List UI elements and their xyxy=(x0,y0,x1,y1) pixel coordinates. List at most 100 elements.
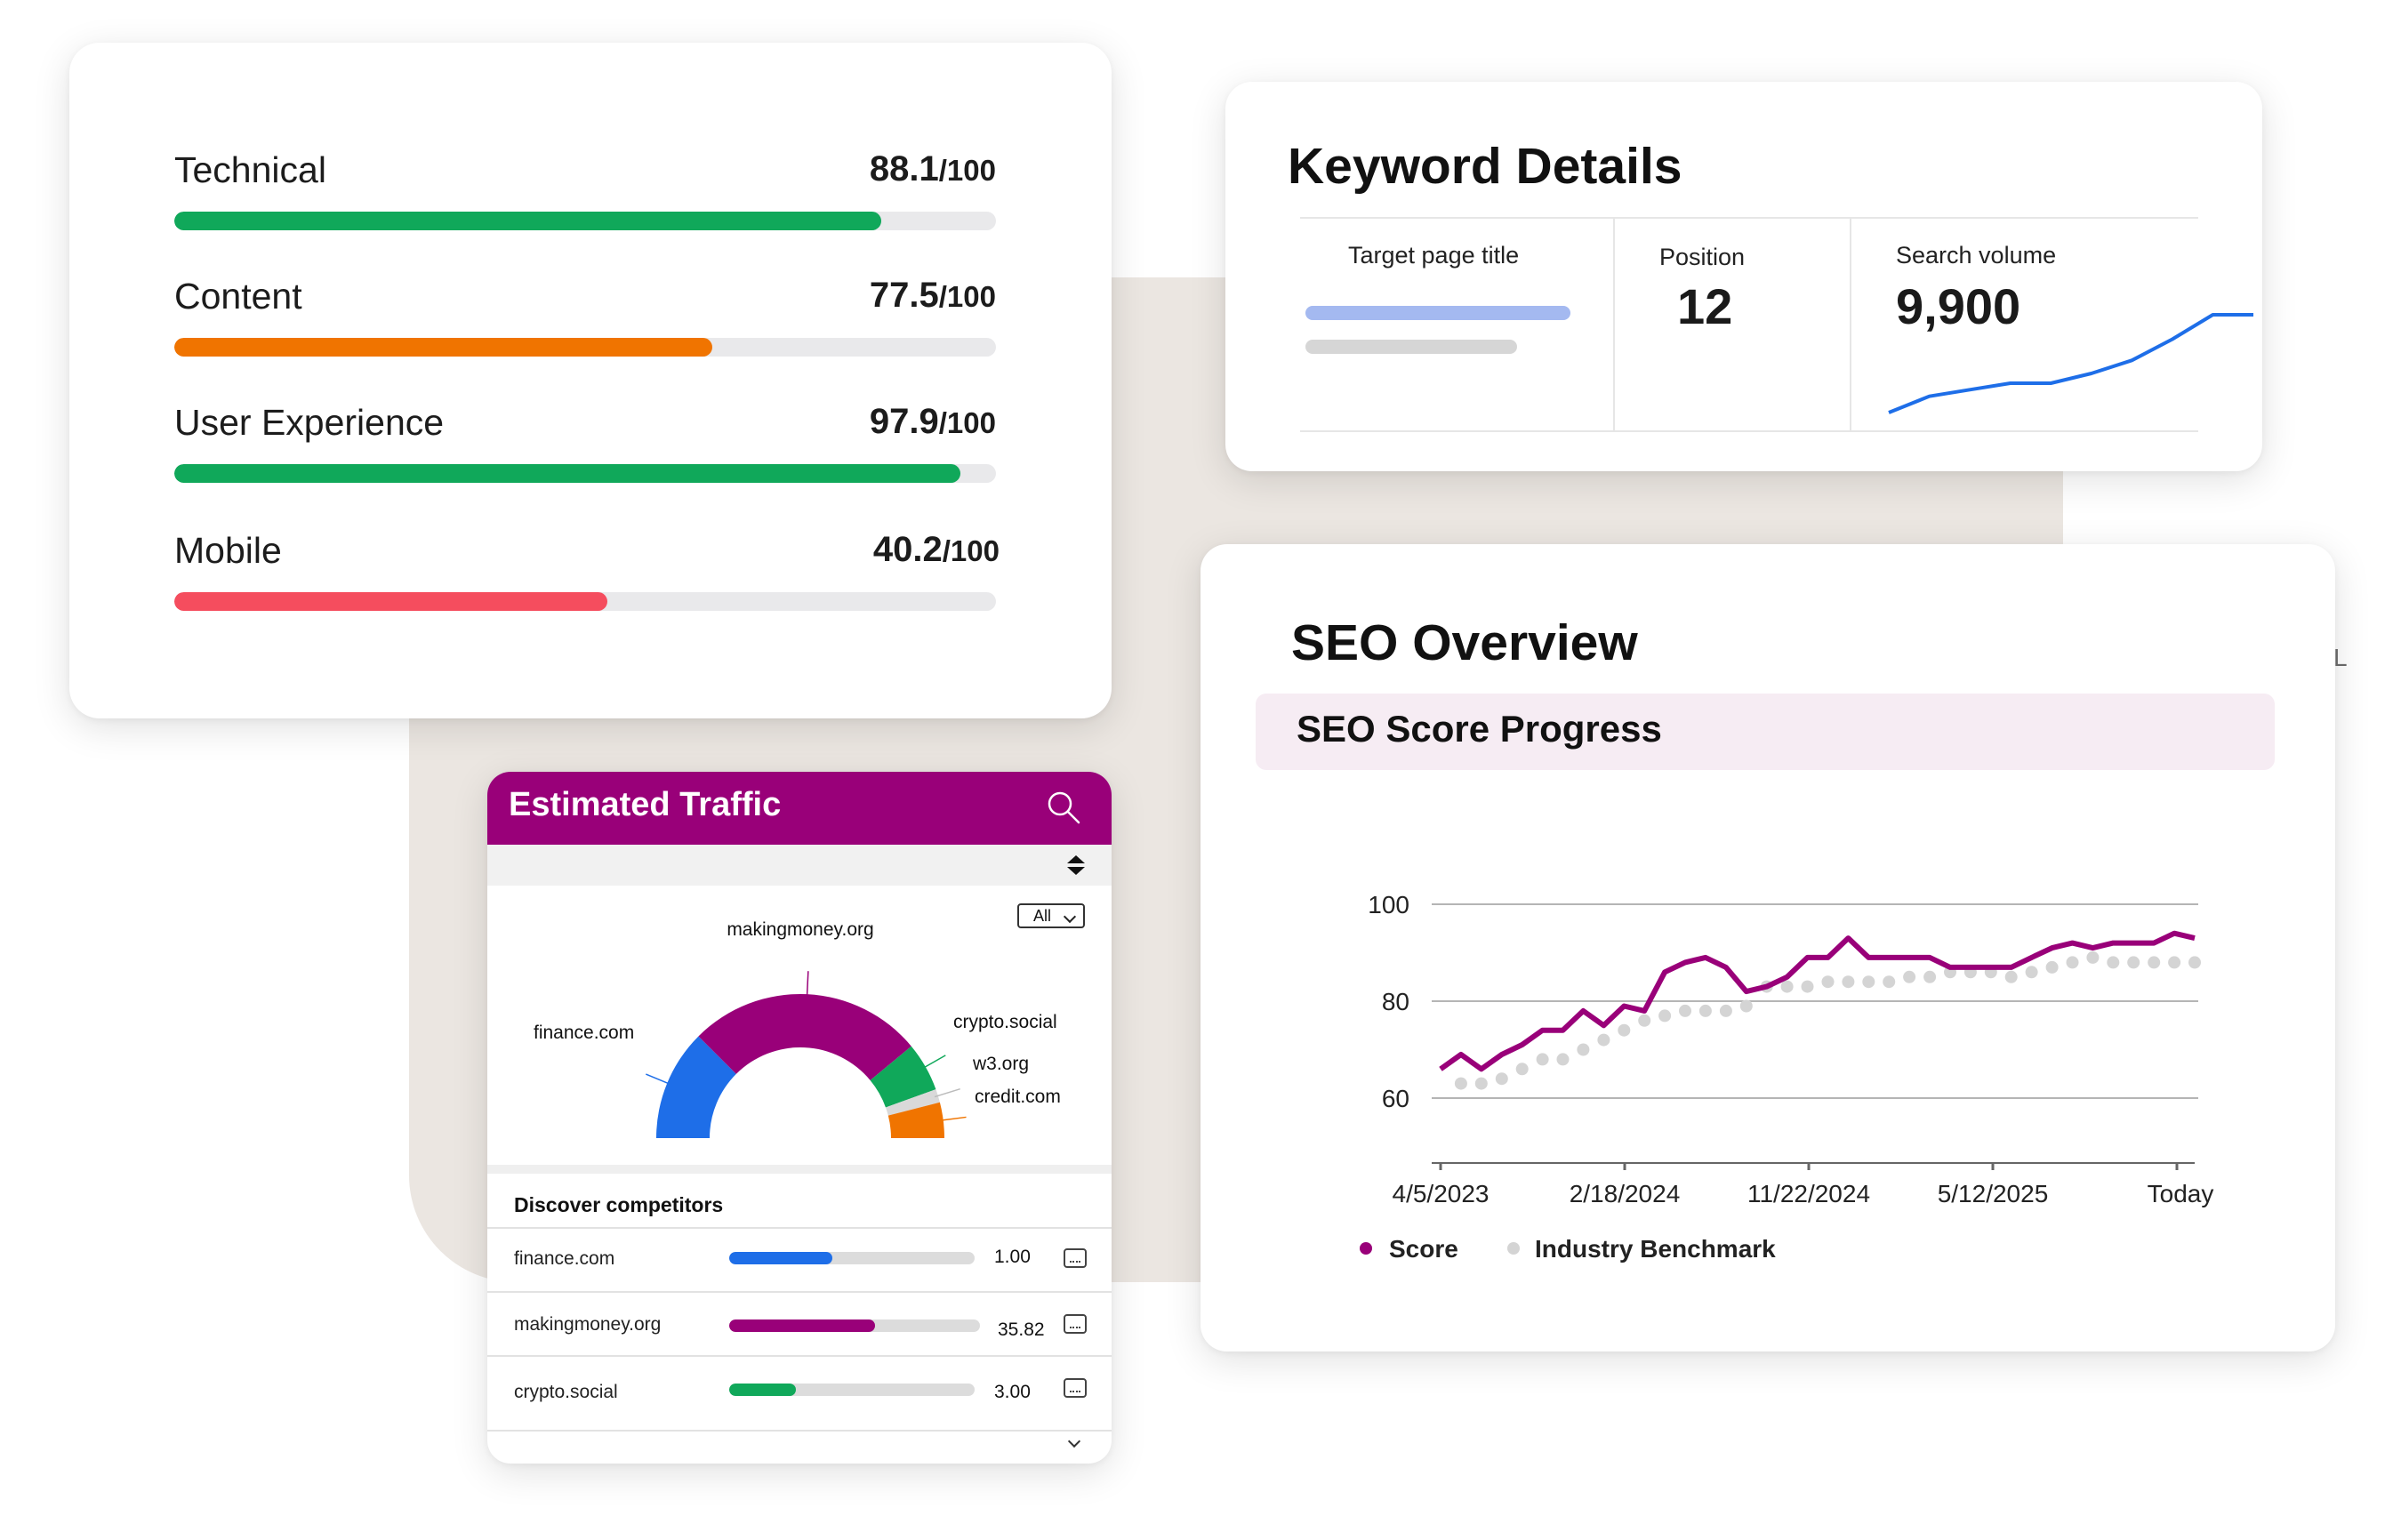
leader-line xyxy=(921,1055,946,1070)
position-label: Position xyxy=(1659,244,1746,270)
section-header: SEO Score Progress xyxy=(1256,694,2275,770)
divider xyxy=(1850,217,1851,430)
benchmark-point xyxy=(2127,956,2140,969)
benchmark-point xyxy=(1801,980,1814,993)
search-volume-label: Search volume xyxy=(1896,242,2057,269)
divider xyxy=(487,1165,1112,1174)
competitors-heading: Discover competitors xyxy=(514,1193,724,1216)
benchmark-point xyxy=(2107,956,2120,969)
y-tick-label: 60 xyxy=(1382,1085,1409,1112)
score-label: Mobile xyxy=(174,530,282,571)
card-title: Estimated Traffic xyxy=(509,786,782,823)
competitor-name: makingmoney.org xyxy=(514,1314,662,1335)
competitor-name: crypto.social xyxy=(514,1382,618,1402)
competitor-bar xyxy=(729,1252,975,1264)
site-health-scores-card: Technical 88.1/100 Content 77.5/100 User… xyxy=(69,43,1112,718)
divider xyxy=(1300,217,2198,219)
benchmark-point xyxy=(1739,999,1753,1013)
title-placeholder-bar xyxy=(1305,340,1517,354)
benchmark-point xyxy=(1719,1004,1732,1017)
card-title: SEO Overview xyxy=(1291,614,1638,671)
competitor-bar xyxy=(729,1384,975,1396)
x-tick-label: 5/12/2025 xyxy=(1938,1180,2049,1207)
benchmark-point xyxy=(2025,966,2038,979)
sort-icon[interactable] xyxy=(1065,854,1087,877)
benchmark-point xyxy=(1474,1077,1488,1090)
filter-dropdown[interactable]: All xyxy=(1017,903,1085,928)
x-tick-label: 4/5/2023 xyxy=(1393,1180,1490,1207)
benchmark-point xyxy=(1842,975,1855,989)
legend-score-label: Score xyxy=(1389,1235,1458,1263)
donut-segment xyxy=(885,1089,940,1116)
divider xyxy=(1300,430,2198,432)
seo-score-chart: 100 80 60 4/5/2023 2/18/2024 11/22/2024 5/12/2… xyxy=(1360,891,2214,1263)
benchmark-point xyxy=(1495,1072,1508,1086)
y-tick-label: 100 xyxy=(1368,891,1409,918)
benchmark-point xyxy=(1821,975,1835,989)
benchmark-point xyxy=(1556,1053,1570,1066)
legend-benchmark-label: Industry Benchmark xyxy=(1535,1235,1776,1263)
expand-footer[interactable] xyxy=(487,1430,1112,1464)
benchmark-point xyxy=(1536,1053,1549,1066)
competitor-name: finance.com xyxy=(514,1248,615,1269)
title-placeholder-bar xyxy=(1305,306,1570,320)
competitor-row[interactable]: finance.com 1.00 xyxy=(487,1227,1112,1293)
donut-segment xyxy=(656,1036,736,1138)
benchmark-point xyxy=(1658,1009,1672,1023)
leader-line xyxy=(939,1116,967,1121)
score-series-line xyxy=(1439,930,2196,1072)
x-tick-label: 11/22/2024 xyxy=(1747,1180,1870,1207)
divider xyxy=(1613,217,1615,430)
benchmark-point xyxy=(2045,960,2059,974)
donut-label: credit.com xyxy=(975,1087,1061,1107)
benchmark-point xyxy=(2086,950,2100,964)
score-progress-bar xyxy=(174,212,996,230)
competitor-row[interactable]: makingmoney.org 35.82 xyxy=(487,1291,1112,1357)
estimated-traffic-card: Estimated Traffic All finance.com makingm… xyxy=(487,772,1112,1464)
legend-benchmark-marker xyxy=(1507,1242,1520,1255)
leader-line xyxy=(646,1073,671,1086)
benchmark-point xyxy=(2004,970,2018,983)
competitor-bar xyxy=(729,1319,980,1332)
donut-segment xyxy=(698,994,911,1080)
score-label: Technical xyxy=(174,149,326,190)
donut-label: finance.com xyxy=(534,1023,634,1043)
benchmark-point xyxy=(1638,1014,1651,1027)
benchmark-series xyxy=(1454,950,2201,1090)
score-progress-bar xyxy=(174,338,996,357)
x-tick-label: 2/18/2024 xyxy=(1570,1180,1681,1207)
leader-line xyxy=(934,1088,960,1098)
keyword-details-card: Keyword Details Target page title Positi… xyxy=(1225,82,2262,471)
legend-score-marker xyxy=(1360,1242,1372,1255)
competitor-row[interactable]: crypto.social 3.00 xyxy=(487,1355,1112,1421)
cropped-text-fragment: L xyxy=(2333,644,2348,671)
benchmark-point xyxy=(1454,1077,1467,1090)
benchmark-point xyxy=(1698,1004,1712,1017)
score-value: 88.1/100 xyxy=(869,149,996,188)
card-header: Estimated Traffic xyxy=(487,772,1112,845)
search-icon[interactable] xyxy=(1046,790,1081,825)
x-tick-label: Today xyxy=(2148,1180,2214,1207)
toolbar xyxy=(487,845,1112,886)
benchmark-point xyxy=(1883,975,1896,989)
position-value: 12 xyxy=(1677,278,1733,334)
benchmark-point xyxy=(1923,970,1937,983)
benchmark-point xyxy=(1679,1004,1691,1017)
details-icon[interactable] xyxy=(1064,1314,1087,1334)
benchmark-point xyxy=(2168,956,2181,969)
seo-overview-card: SEO Overview SEO Score Progress 100 80 60 4… xyxy=(1200,544,2335,1352)
details-icon[interactable] xyxy=(1064,1248,1087,1268)
section-title: SEO Score Progress xyxy=(1297,708,1662,750)
chevron-down-icon[interactable] xyxy=(1067,1434,1081,1448)
y-tick-label: 80 xyxy=(1382,988,1409,1015)
donut-segment xyxy=(870,1046,936,1108)
score-label: User Experience xyxy=(174,402,445,443)
competitor-value: 3.00 xyxy=(994,1382,1031,1402)
target-page-title-label: Target page title xyxy=(1348,242,1520,269)
benchmark-point xyxy=(2148,956,2161,969)
details-icon[interactable] xyxy=(1064,1378,1087,1398)
score-value: 97.9/100 xyxy=(869,402,996,441)
score-value: 77.5/100 xyxy=(869,276,996,315)
benchmark-point xyxy=(1618,1023,1631,1037)
benchmark-point xyxy=(1577,1043,1590,1056)
